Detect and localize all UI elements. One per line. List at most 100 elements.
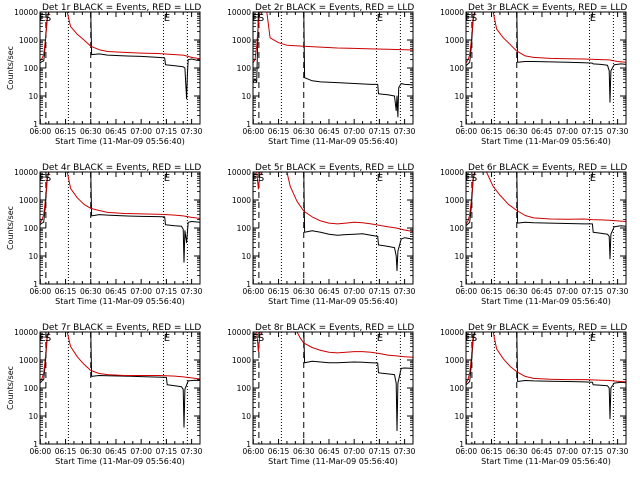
series-lld-line	[253, 172, 413, 232]
y-tick-label: 10	[454, 92, 464, 101]
x-tick-label: 06:15	[55, 447, 77, 456]
x-tick-label: 06:30	[293, 287, 315, 296]
x-tick-label: 07:30	[181, 287, 203, 296]
y-axis-label: Counts/sec	[6, 206, 15, 250]
x-axis-label: Start Time (11-Mar-09 05:56:40)	[55, 457, 185, 466]
y-tick-label: 10000	[227, 168, 251, 177]
x-tick-label: 07:15	[156, 447, 178, 456]
x-axis-label: Start Time (11-Mar-09 05:56:40)	[268, 297, 398, 306]
y-tick-label: 100	[450, 224, 465, 233]
y-tick-label: 1000	[232, 36, 251, 45]
series-lld-line	[466, 12, 626, 64]
y-axis-label: Counts/sec	[6, 366, 15, 410]
x-tick-label: 06:30	[80, 447, 102, 456]
event-marker-s: S	[45, 333, 51, 344]
y-tick-label: 1	[459, 440, 464, 449]
event-marker-s: S	[258, 333, 264, 344]
y-tick-label: 1	[33, 120, 38, 129]
event-marker-s: S	[45, 13, 51, 24]
event-marker-e: E	[164, 173, 170, 184]
event-marker-e: E	[377, 173, 383, 184]
y-tick-label: 1	[459, 120, 464, 129]
y-tick-label: 10	[454, 412, 464, 421]
y-tick-label: 10	[28, 92, 38, 101]
series-lld-line	[40, 332, 200, 382]
y-tick-label: 1000	[232, 356, 251, 365]
y-tick-label: 10000	[227, 8, 251, 17]
y-tick-label: 10	[241, 92, 251, 101]
x-tick-label: 07:00	[130, 287, 152, 296]
x-tick-label: 07:00	[130, 447, 152, 456]
y-tick-label: 10000	[440, 328, 464, 337]
event-marker-s: S	[471, 13, 477, 24]
y-tick-label: 1000	[19, 356, 38, 365]
y-tick-label: 100	[24, 224, 39, 233]
x-axis-label: Start Time (11-Mar-09 05:56:40)	[481, 297, 611, 306]
x-axis-label: Start Time (11-Mar-09 05:56:40)	[481, 457, 611, 466]
series-lld-line	[253, 332, 413, 358]
x-tick-label: 07:00	[556, 127, 578, 136]
x-tick-label: 07:30	[607, 447, 629, 456]
y-tick-label: 10	[241, 252, 251, 261]
x-tick-label: 06:45	[531, 287, 553, 296]
series-events-line	[40, 12, 200, 100]
x-tick-label: 06:45	[105, 127, 127, 136]
x-axis-label: Start Time (11-Mar-09 05:56:40)	[55, 137, 185, 146]
plot-frame	[252, 11, 414, 125]
y-tick-label: 1000	[445, 356, 464, 365]
y-tick-label: 100	[237, 384, 252, 393]
x-tick-label: 06:00	[30, 127, 52, 136]
chart-title: Det 3r BLACK = Events, RED = LLD	[468, 3, 627, 13]
event-marker-e: E	[590, 333, 596, 344]
event-marker-e: E	[590, 173, 596, 184]
x-tick-label: 07:15	[156, 127, 178, 136]
chart-title: Det 8r BLACK = Events, RED = LLD	[255, 323, 414, 333]
series-lld-line	[466, 332, 626, 384]
x-tick-label: 06:30	[293, 447, 315, 456]
series-events-line	[40, 172, 200, 263]
x-tick-label: 07:30	[394, 127, 416, 136]
x-tick-label: 06:00	[456, 287, 478, 296]
x-tick-label: 06:00	[30, 447, 52, 456]
y-tick-label: 1	[246, 440, 251, 449]
x-tick-label: 07:15	[369, 447, 391, 456]
series-lld-line	[40, 12, 200, 62]
x-tick-label: 06:30	[80, 287, 102, 296]
y-tick-label: 10	[241, 412, 251, 421]
event-marker-e: E	[164, 13, 170, 24]
x-tick-label: 06:15	[55, 287, 77, 296]
x-tick-label: 06:30	[506, 287, 528, 296]
x-tick-label: 06:45	[318, 127, 340, 136]
y-axis-label: Counts/sec	[6, 46, 15, 90]
x-tick-label: 07:30	[181, 447, 203, 456]
plot-frame	[39, 331, 201, 445]
event-marker-s: S	[258, 173, 264, 184]
x-tick-label: 06:00	[456, 127, 478, 136]
series-events-line	[466, 172, 626, 260]
series-events-line	[253, 172, 413, 272]
y-tick-label: 1000	[19, 196, 38, 205]
series-lld-line	[253, 12, 413, 64]
x-tick-label: 06:45	[105, 287, 127, 296]
y-tick-label: 100	[237, 224, 252, 233]
plot-frame	[39, 171, 201, 285]
x-tick-label: 07:00	[343, 127, 365, 136]
x-tick-label: 06:00	[243, 287, 265, 296]
plot-frame	[465, 171, 627, 285]
x-tick-label: 07:00	[343, 287, 365, 296]
x-tick-label: 07:00	[556, 287, 578, 296]
y-tick-label: 10	[28, 252, 38, 261]
y-tick-label: 1	[459, 280, 464, 289]
event-marker-s: S	[471, 333, 477, 344]
x-tick-label: 06:00	[243, 447, 265, 456]
chart-title: Det 5r BLACK = Events, RED = LLD	[255, 163, 414, 173]
y-tick-label: 1	[246, 120, 251, 129]
chart-title: Det 9r BLACK = Events, RED = LLD	[468, 323, 627, 333]
y-tick-label: 1	[33, 440, 38, 449]
event-marker-s: S	[471, 173, 477, 184]
